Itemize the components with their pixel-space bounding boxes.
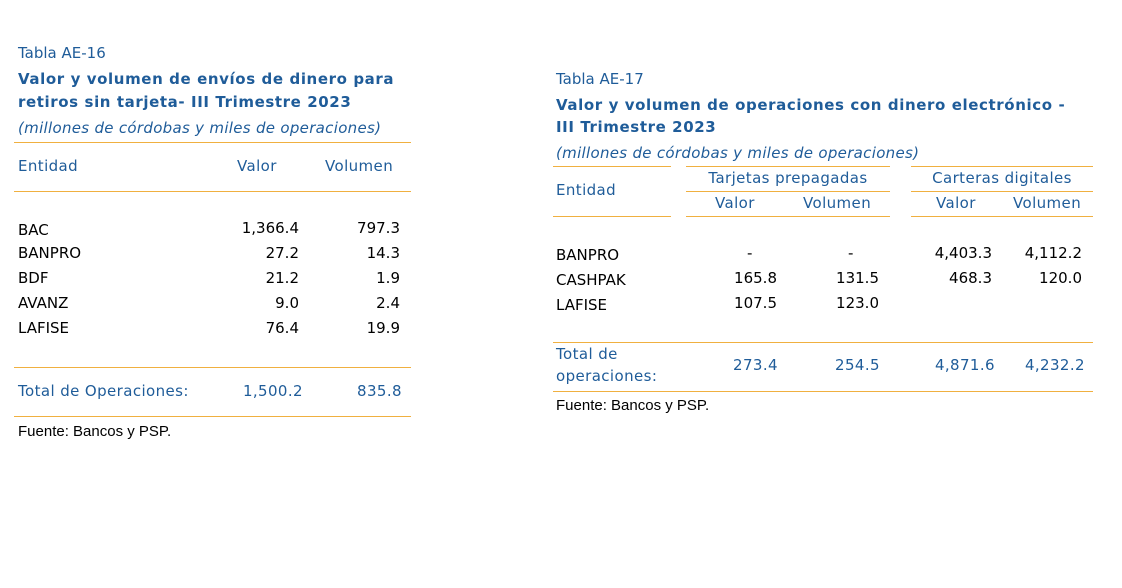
source-note: Fuente: Bancos y PSP. xyxy=(556,397,710,414)
total-bottom-rule xyxy=(14,416,411,417)
row-valor: 9.0 xyxy=(275,294,299,312)
group1-bottom-rule xyxy=(686,216,890,217)
entity-header-bottom-rule xyxy=(553,216,671,217)
row-cd-volumen: 4,112.2 xyxy=(1024,244,1082,262)
row-volumen: 14.3 xyxy=(366,244,400,262)
row-entity: LAFISE xyxy=(556,296,608,314)
total-label: Total de Operaciones: xyxy=(18,382,189,400)
row-tp-valor: 165.8 xyxy=(734,269,777,287)
total-tp-valor: 273.4 xyxy=(733,356,778,374)
col-header-entidad: Entidad xyxy=(18,157,79,175)
row-tp-volumen: - xyxy=(848,244,854,262)
total-top-rule xyxy=(553,342,1093,343)
total-top-rule xyxy=(14,367,411,368)
row-entity: BANPRO xyxy=(556,246,620,264)
row-valor: 27.2 xyxy=(265,244,299,262)
group-header-carteras: Carteras digitales xyxy=(932,169,1072,187)
total-cd-valor: 4,871.6 xyxy=(934,356,995,374)
col-header-tp-volumen: Volumen xyxy=(803,194,872,212)
group1-mid-rule xyxy=(686,191,890,192)
row-entity: LAFISE xyxy=(18,319,70,337)
total-valor: 1,500.2 xyxy=(242,382,303,400)
row-entity: BAC xyxy=(18,221,49,239)
header-top-rule xyxy=(14,142,411,143)
header-bottom-rule xyxy=(14,191,411,192)
row-entity: CASHPAK xyxy=(556,271,626,289)
group2-top-rule xyxy=(911,166,1093,167)
group-header-tarjetas: Tarjetas prepagadas xyxy=(708,169,868,187)
row-cd-valor: 4,403.3 xyxy=(934,244,992,262)
row-entity: BDF xyxy=(18,269,49,287)
table-title-line1: Valor y volumen de envíos de dinero para xyxy=(18,70,395,88)
row-tp-volumen: 123.0 xyxy=(836,294,879,312)
table-label: Tabla AE-16 xyxy=(18,44,106,62)
row-cd-valor: 468.3 xyxy=(949,269,992,287)
row-tp-volumen: 131.5 xyxy=(836,269,879,287)
row-volumen: 2.4 xyxy=(376,294,400,312)
table-title-line2: III Trimestre 2023 xyxy=(556,118,717,136)
col-header-valor: Valor xyxy=(237,157,277,175)
group2-bottom-rule xyxy=(911,216,1093,217)
col-header-tp-valor: Valor xyxy=(715,194,755,212)
row-entity: AVANZ xyxy=(18,294,69,312)
table-units: (millones de córdobas y miles de operaci… xyxy=(556,144,920,162)
row-volumen: 1.9 xyxy=(376,269,400,287)
group1-top-rule xyxy=(686,166,890,167)
total-label-line1: Total de xyxy=(556,345,618,363)
col-header-entidad: Entidad xyxy=(556,181,617,199)
row-valor: 1,366.4 xyxy=(241,219,299,237)
group2-mid-rule xyxy=(911,191,1093,192)
table-units: (millones de córdobas y miles de operaci… xyxy=(18,119,382,137)
total-tp-volumen: 254.5 xyxy=(835,356,880,374)
row-tp-valor: - xyxy=(747,244,753,262)
row-valor: 76.4 xyxy=(265,319,299,337)
row-entity: BANPRO xyxy=(18,244,82,262)
entity-header-top-rule xyxy=(553,166,671,167)
col-header-volumen: Volumen xyxy=(325,157,394,175)
total-volumen: 835.8 xyxy=(357,382,402,400)
row-volumen: 19.9 xyxy=(366,319,400,337)
row-volumen: 797.3 xyxy=(357,219,400,237)
col-header-cd-volumen: Volumen xyxy=(1013,194,1082,212)
source-note: Fuente: Bancos y PSP. xyxy=(18,423,172,440)
row-cd-volumen: 120.0 xyxy=(1039,269,1082,287)
total-cd-volumen: 4,232.2 xyxy=(1024,356,1085,374)
total-bottom-rule xyxy=(553,391,1093,392)
table-title-line1: Valor y volumen de operaciones con diner… xyxy=(556,96,1066,114)
col-header-cd-valor: Valor xyxy=(936,194,976,212)
row-valor: 21.2 xyxy=(265,269,299,287)
table-label: Tabla AE-17 xyxy=(556,70,644,88)
total-label-line2: operaciones: xyxy=(556,367,658,385)
row-tp-valor: 107.5 xyxy=(734,294,777,312)
table-title-line2: retiros sin tarjeta- III Trimestre 2023 xyxy=(18,93,352,111)
